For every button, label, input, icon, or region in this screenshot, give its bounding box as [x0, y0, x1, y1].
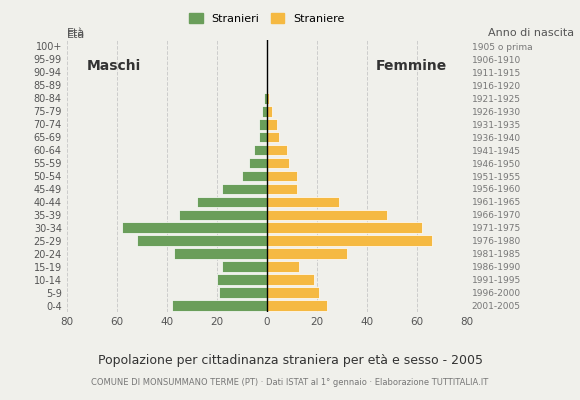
Bar: [219, 287, 267, 298]
Bar: [267, 287, 320, 298]
Bar: [249, 158, 267, 168]
Bar: [267, 171, 297, 181]
Bar: [267, 106, 272, 116]
Bar: [267, 196, 339, 207]
Bar: [267, 274, 314, 285]
Bar: [254, 145, 267, 156]
Bar: [259, 119, 267, 130]
Bar: [172, 300, 267, 311]
Text: Maschi: Maschi: [87, 59, 141, 73]
Text: Anno di nascita: Anno di nascita: [488, 28, 574, 38]
Bar: [222, 261, 267, 272]
Bar: [267, 261, 299, 272]
Bar: [242, 171, 267, 181]
Bar: [267, 236, 432, 246]
Bar: [197, 196, 267, 207]
Bar: [217, 274, 267, 285]
Text: Popolazione per cittadinanza straniera per età e sesso - 2005: Popolazione per cittadinanza straniera p…: [97, 354, 483, 367]
Bar: [267, 184, 297, 194]
Bar: [267, 248, 347, 259]
Bar: [262, 106, 267, 116]
Bar: [267, 119, 277, 130]
Bar: [122, 222, 267, 233]
Bar: [179, 210, 267, 220]
Bar: [264, 93, 267, 104]
Bar: [259, 132, 267, 142]
Bar: [267, 300, 327, 311]
Bar: [267, 145, 287, 156]
Legend: Stranieri, Straniere: Stranieri, Straniere: [185, 9, 349, 28]
Bar: [267, 132, 280, 142]
Bar: [267, 158, 289, 168]
Bar: [137, 236, 267, 246]
Text: Età: Età: [67, 28, 85, 38]
Bar: [174, 248, 267, 259]
Bar: [267, 210, 387, 220]
Bar: [267, 222, 422, 233]
Bar: [267, 93, 269, 104]
Bar: [222, 184, 267, 194]
Text: Età: Età: [67, 30, 85, 40]
Text: Femmine: Femmine: [376, 59, 447, 73]
Text: COMUNE DI MONSUMMANO TERME (PT) · Dati ISTAT al 1° gennaio · Elaborazione TUTTIT: COMUNE DI MONSUMMANO TERME (PT) · Dati I…: [92, 378, 488, 387]
